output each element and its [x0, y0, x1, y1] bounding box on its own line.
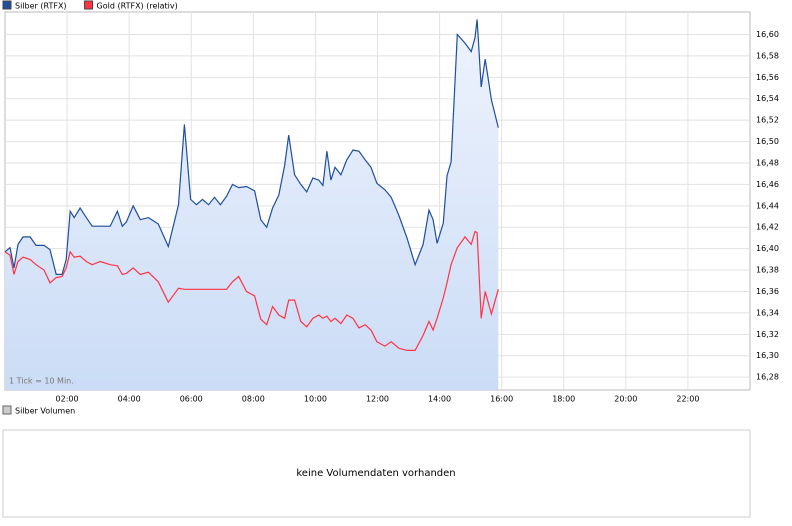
area: [5, 19, 499, 390]
x-tick-label: 20:00: [614, 395, 637, 404]
y-tick-label: 16,54: [756, 94, 779, 103]
x-tick-label: 02:00: [56, 395, 79, 404]
x-tick-label: 10:00: [304, 395, 327, 404]
y-tick-label: 16,52: [756, 116, 779, 125]
y-tick-label: 16,60: [756, 30, 779, 39]
legend-label: Silber (RTFX): [15, 2, 67, 11]
legend-label: Gold (RTFX) (relativ): [97, 2, 178, 11]
y-tick-label: 16,58: [756, 51, 779, 60]
y-tick-label: 16,50: [756, 137, 779, 146]
y-tick-label: 16,28: [756, 373, 779, 382]
legend: Silber (RTFX) Gold (RTFX) (relativ): [2, 0, 178, 11]
x-tick-label: 14:00: [428, 395, 451, 404]
y-tick-label: 16,46: [756, 180, 779, 189]
volume-legend: Silber Volumen: [15, 407, 75, 416]
x-tick-label: 18:00: [552, 395, 575, 404]
legend-swatch: [84, 0, 94, 10]
y-tick-label: 16,44: [756, 201, 779, 210]
volume-legend-swatch: [2, 405, 12, 415]
x-tick-label: 04:00: [118, 395, 141, 404]
x-tick-label: 16:00: [490, 395, 513, 404]
y-tick-label: 16,40: [756, 244, 779, 253]
y-tick-label: 16,30: [756, 351, 779, 360]
line: [4, 19, 499, 275]
y-tick-label: 16,32: [756, 330, 779, 339]
y-tick-label: 16,56: [756, 73, 779, 82]
volume-message: keine Volumendaten vorhanden: [296, 468, 455, 479]
annotation: 1 Tick = 10 Min.: [9, 377, 74, 386]
marks: [4, 19, 499, 390]
x-tick-label: 08:00: [242, 395, 265, 404]
volume-panel: [2, 429, 751, 518]
y-tick-label: 16,36: [756, 287, 779, 296]
y-tick-label: 16,38: [756, 266, 779, 275]
x-tick-label: 22:00: [676, 395, 699, 404]
y-tick-label: 16,48: [756, 158, 779, 167]
x-tick-label: 06:00: [180, 395, 203, 404]
legend-swatch: [2, 0, 12, 10]
y-tick-label: 16,42: [756, 223, 779, 232]
y-tick-label: 16,34: [756, 308, 779, 317]
x-tick-label: 12:00: [366, 395, 389, 404]
line: [4, 230, 499, 351]
